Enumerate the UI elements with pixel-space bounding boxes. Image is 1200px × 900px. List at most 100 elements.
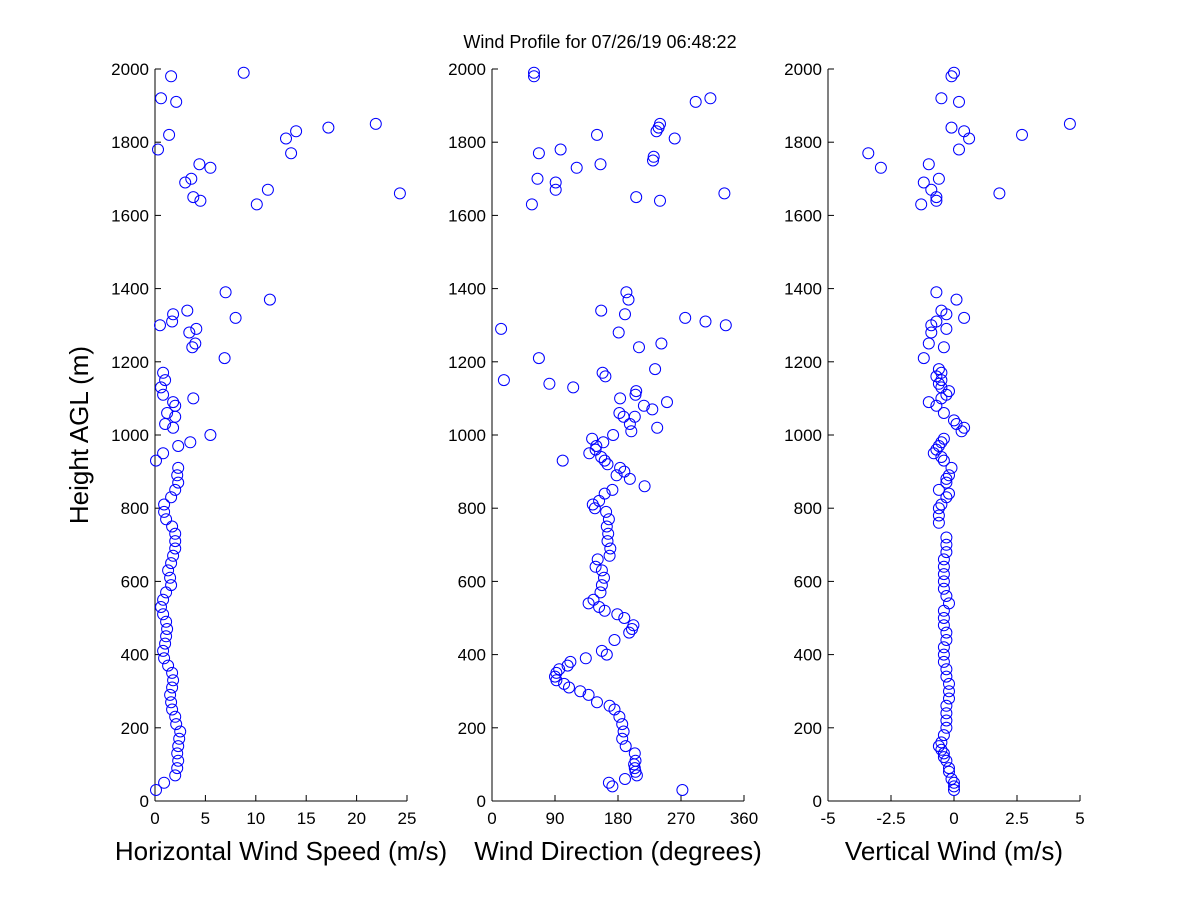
data-point [922,158,935,171]
x-tick-label: -2.5 [876,809,905,828]
data-point [158,505,171,518]
data-point [618,465,631,478]
data-point [290,125,303,138]
data-point [945,773,958,785]
data-point [608,634,621,646]
data-point [606,780,619,793]
y-tick-label: 600 [121,572,149,591]
data-point [679,311,692,324]
y-axis-label: Height AGL (m) [64,346,94,524]
data-point [171,469,184,482]
data-point [170,95,183,108]
data-point [169,399,182,412]
data-point [563,681,575,694]
data-point [633,341,645,354]
y-tick-label: 1000 [111,426,149,445]
data-point [623,626,636,639]
data-point [229,311,242,324]
y-tick-label: 200 [458,719,486,738]
data-point [937,648,950,661]
data-point [160,586,173,599]
data-point [164,688,177,701]
data-point [591,128,603,141]
data-point [612,326,625,339]
y-tick-label: 1000 [784,426,822,445]
data-point [1016,128,1028,141]
data-point [167,674,180,687]
data-point [937,729,950,742]
data-point [922,396,935,409]
data-point [171,747,184,760]
data-point [937,641,950,654]
x-tick-label: 90 [546,809,565,828]
data-point [157,644,170,657]
chart-panel-speed: 0 200 400 600 800 1000 1200 1400 1600 1800 2000 0 5 1… [64,60,447,866]
data-point [940,491,953,504]
data-point [616,732,629,745]
data-point [600,505,613,518]
data-point [181,304,194,317]
data-point [169,527,182,540]
data-point [161,623,174,635]
data-point [604,542,617,555]
data-point [628,747,641,760]
data-point [628,410,641,423]
y-tick-label: 400 [794,646,822,665]
data-point [620,286,633,299]
data-point [948,784,960,796]
data-point [963,132,976,145]
data-point [940,721,953,734]
data-point [953,143,965,156]
data-point [525,198,538,211]
data-point [655,337,668,350]
data-point [958,125,971,138]
data-point [172,440,185,452]
data-point [169,483,182,496]
data-point [668,132,681,145]
data-point [165,557,178,570]
data-point [165,70,178,83]
data-point [937,568,950,581]
data-point [172,476,185,489]
data-point [155,92,167,105]
data-point [150,454,162,467]
data-point [629,754,642,767]
data-point [150,784,162,796]
data-point [940,472,953,485]
data-point [528,70,540,83]
data-point [172,754,185,767]
data-point [935,366,948,379]
y-tick-label: 1200 [784,353,822,372]
data-point [155,601,167,613]
data-point [160,513,173,526]
data-point [647,150,660,163]
data-point [932,363,945,376]
data-point [937,604,950,617]
data-point [204,161,217,174]
data-point [250,198,263,211]
data-point [619,773,631,785]
y-tick-label: 1800 [111,133,149,152]
chart-panel-direction: 0 200 400 600 800 1000 1200 1400 1600 1800 2000 0 90… [448,60,762,866]
data-point [932,483,945,496]
data-point [589,560,602,573]
y-tick-label: 800 [794,499,822,518]
data-point [322,121,335,134]
data-point [166,666,179,679]
data-point [943,469,955,482]
data-point [945,461,958,474]
data-point [935,736,948,749]
data-point [158,498,171,511]
data-point [630,191,643,204]
data-point [940,754,953,767]
data-point [616,718,629,731]
data-point [628,762,641,775]
y-tick-label: 1200 [448,353,486,372]
data-point [574,685,587,698]
data-point [601,458,614,471]
y-tick-label: 600 [794,572,822,591]
data-point [955,425,968,438]
data-point [549,183,562,196]
data-point [186,341,199,354]
data-point [917,352,930,365]
